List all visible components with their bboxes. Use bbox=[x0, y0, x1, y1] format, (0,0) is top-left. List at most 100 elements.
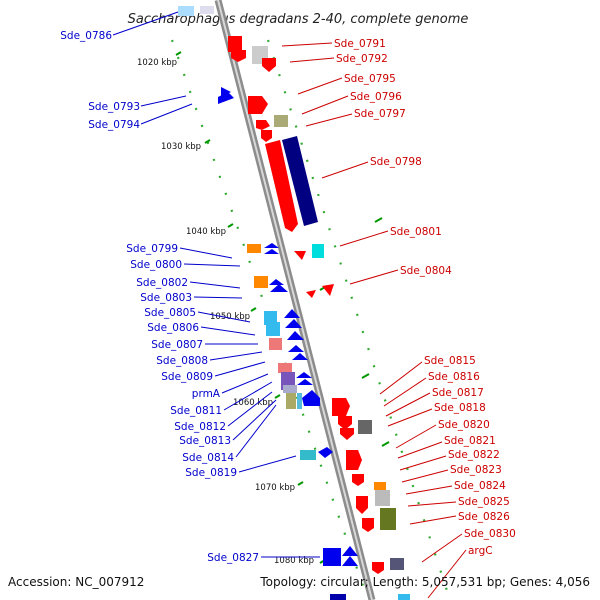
gene-label[interactable]: Sde_0794 bbox=[88, 119, 140, 131]
tick-mark bbox=[175, 51, 182, 56]
gene-label[interactable]: prmA bbox=[192, 388, 221, 400]
connector bbox=[235, 404, 277, 458]
gene-arrow bbox=[322, 284, 334, 296]
connector bbox=[112, 11, 179, 36]
tick-mark bbox=[374, 217, 383, 223]
connector bbox=[238, 455, 297, 473]
gene-arrow bbox=[346, 450, 362, 470]
gene-label[interactable]: Sde_0824 bbox=[454, 480, 506, 492]
gene-label[interactable]: Sde_0817 bbox=[432, 387, 484, 399]
gene-label[interactable]: Sde_0811 bbox=[170, 405, 222, 417]
gene-arrow bbox=[270, 284, 288, 292]
gene-arrow-long bbox=[282, 136, 318, 226]
connector bbox=[349, 269, 399, 285]
gene-arrow bbox=[284, 309, 300, 318]
gene-arrow bbox=[285, 319, 302, 328]
gene-arrow bbox=[318, 447, 333, 458]
gene-label[interactable]: Sde_0827 bbox=[207, 552, 259, 564]
gene-arrow-long bbox=[265, 140, 298, 232]
gene-label[interactable]: Sde_0798 bbox=[370, 156, 422, 168]
tick-label: 1020 kbp bbox=[137, 58, 177, 68]
connector bbox=[385, 392, 431, 417]
connector bbox=[401, 469, 449, 483]
gene-label[interactable]: Sde_0821 bbox=[444, 435, 496, 447]
gene-block bbox=[398, 594, 410, 600]
gene-label[interactable]: Sde_0812 bbox=[174, 421, 226, 433]
gene-label[interactable]: Sde_0826 bbox=[458, 511, 510, 523]
gene-label[interactable]: Sde_0816 bbox=[428, 371, 480, 383]
tick-mark bbox=[227, 223, 234, 228]
connector bbox=[140, 103, 193, 125]
connector bbox=[339, 230, 389, 247]
genome-summary-text: Topology: circular; Length: 5,057,531 bp… bbox=[259, 575, 590, 589]
tick-label: 1080 kbp bbox=[274, 556, 314, 566]
gene-block bbox=[247, 244, 261, 253]
connector bbox=[407, 501, 457, 507]
gene-block bbox=[297, 393, 302, 409]
connector bbox=[193, 296, 243, 299]
tick-label: 1060 kbp bbox=[233, 398, 273, 408]
right-gene-labels: Sde_0791 Sde_0792 Sde_0795 Sde_0796 Sde_… bbox=[334, 38, 516, 557]
gene-label[interactable]: Sde_0822 bbox=[448, 449, 500, 461]
gene-label[interactable]: Sde_0814 bbox=[182, 452, 234, 464]
gene-block bbox=[264, 311, 277, 325]
connector bbox=[214, 361, 266, 377]
gene-arrow bbox=[362, 518, 374, 532]
gene-label[interactable]: Sde_0793 bbox=[88, 101, 140, 113]
gene-block bbox=[274, 115, 288, 127]
gene-label[interactable]: Sde_0802 bbox=[136, 277, 188, 289]
gene-block bbox=[266, 322, 280, 336]
gene-label[interactable]: Sde_0830 bbox=[464, 528, 516, 540]
gene-label[interactable]: Sde_0820 bbox=[438, 419, 490, 431]
connector bbox=[232, 399, 277, 441]
gene-label[interactable]: Sde_0808 bbox=[156, 355, 208, 367]
gene-arrow bbox=[288, 345, 304, 352]
gene-label[interactable]: argC bbox=[468, 545, 493, 557]
gene-label[interactable]: Sde_0786 bbox=[60, 30, 112, 42]
gene-label[interactable]: Sde_0825 bbox=[458, 496, 510, 508]
connector bbox=[223, 381, 273, 411]
gene-label[interactable]: Sde_0813 bbox=[179, 435, 231, 447]
connector bbox=[321, 161, 369, 179]
tick-mark bbox=[204, 139, 211, 144]
gene-label[interactable]: Sde_0806 bbox=[147, 322, 199, 334]
gene-label[interactable]: Sde_0800 bbox=[130, 259, 182, 271]
gene-label[interactable]: Sde_0801 bbox=[390, 226, 442, 238]
gene-block bbox=[312, 244, 324, 258]
gene-label[interactable]: Sde_0803 bbox=[140, 292, 192, 304]
gene-label[interactable]: Sde_0807 bbox=[151, 339, 203, 351]
connector bbox=[387, 408, 433, 427]
tick-label: 1070 kbp bbox=[255, 483, 295, 493]
tick-label: 1050 kbp bbox=[210, 312, 250, 322]
gene-block bbox=[228, 36, 242, 52]
gene-label[interactable]: Sde_0791 bbox=[334, 38, 386, 50]
gene-label[interactable]: Sde_0796 bbox=[350, 91, 402, 103]
gene-label[interactable]: Sde_0805 bbox=[144, 307, 196, 319]
gene-label[interactable]: Sde_0823 bbox=[450, 464, 502, 476]
connector bbox=[383, 377, 427, 407]
gene-label[interactable]: Sde_0797 bbox=[354, 108, 406, 120]
gene-arrow bbox=[218, 92, 234, 104]
gene-arrow bbox=[302, 390, 320, 406]
gene-label[interactable]: Sde_0804 bbox=[400, 265, 452, 277]
gene-arrow bbox=[231, 50, 246, 62]
gene-arrow bbox=[342, 546, 358, 556]
tick-mark bbox=[250, 307, 257, 312]
gene-label[interactable]: Sde_0815 bbox=[424, 355, 476, 367]
gene-label[interactable]: Sde_0799 bbox=[126, 243, 178, 255]
connector bbox=[399, 455, 447, 471]
gene-block bbox=[375, 490, 390, 506]
gene-label[interactable]: Sde_0818 bbox=[434, 402, 486, 414]
connector bbox=[281, 42, 333, 47]
tick-label: 1040 kbp bbox=[186, 227, 226, 237]
gene-label[interactable]: Sde_0819 bbox=[185, 467, 237, 479]
gene-arrow bbox=[342, 556, 358, 566]
outer-guide-track bbox=[266, 39, 452, 600]
gene-label[interactable]: Sde_0809 bbox=[161, 371, 213, 383]
gene-label[interactable]: Sde_0795 bbox=[344, 73, 396, 85]
tick-mark bbox=[361, 373, 370, 379]
gene-block bbox=[254, 276, 268, 288]
gene-label[interactable]: Sde_0792 bbox=[336, 53, 388, 65]
kbp-tick-labels: 1020 kbp 1030 kbp 1040 kbp 1050 kbp 1060… bbox=[137, 58, 314, 566]
